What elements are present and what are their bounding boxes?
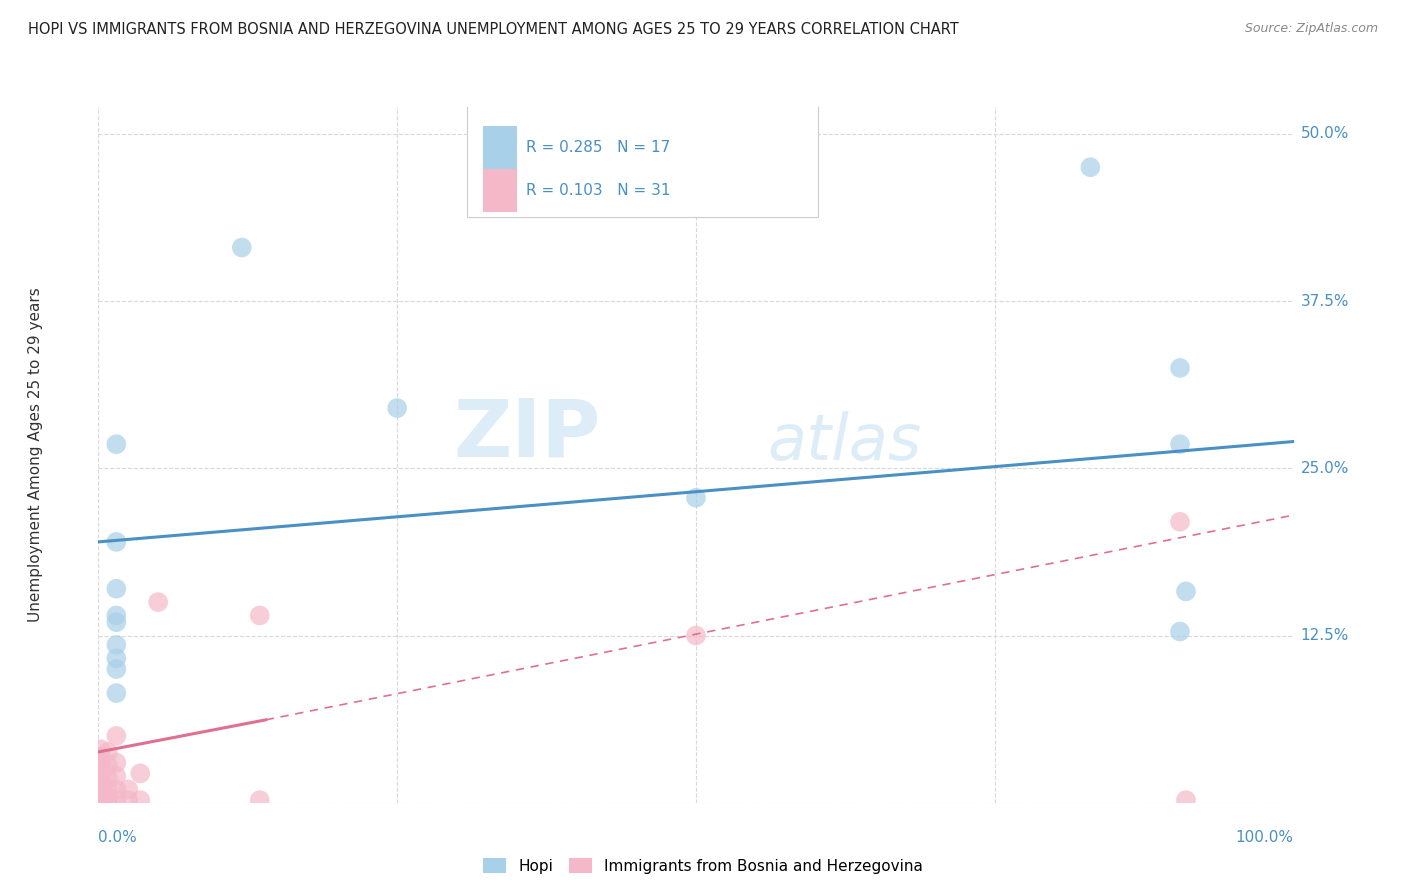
Point <box>90 782 112 797</box>
Point <box>1168 437 1191 451</box>
Point <box>1168 515 1191 529</box>
Point <box>90 790 112 805</box>
Text: 25.0%: 25.0% <box>1301 461 1348 475</box>
Point <box>249 793 271 807</box>
FancyBboxPatch shape <box>467 104 818 217</box>
Text: 50.0%: 50.0% <box>1301 127 1348 141</box>
Text: R = 0.285   N = 17: R = 0.285 N = 17 <box>526 140 671 155</box>
Point <box>148 595 170 609</box>
Point <box>105 535 128 549</box>
Point <box>105 769 128 783</box>
Point <box>105 638 128 652</box>
Point <box>1168 361 1191 376</box>
Text: ZIP: ZIP <box>453 396 600 474</box>
Point <box>105 782 128 797</box>
Point <box>90 788 112 802</box>
Point <box>90 758 112 772</box>
Point <box>97 745 120 759</box>
Text: atlas: atlas <box>768 410 922 473</box>
Point <box>1175 584 1198 599</box>
Text: R = 0.103   N = 31: R = 0.103 N = 31 <box>526 183 671 198</box>
Point <box>90 777 112 791</box>
Point <box>105 686 128 700</box>
Point <box>105 651 128 665</box>
Text: HOPI VS IMMIGRANTS FROM BOSNIA AND HERZEGOVINA UNEMPLOYMENT AMONG AGES 25 TO 29 : HOPI VS IMMIGRANTS FROM BOSNIA AND HERZE… <box>28 22 959 37</box>
Point <box>117 782 139 797</box>
Point <box>97 782 120 797</box>
Point <box>685 628 707 642</box>
Point <box>105 793 128 807</box>
Point <box>90 772 112 786</box>
Bar <box>484 169 517 212</box>
Text: 12.5%: 12.5% <box>1301 628 1348 643</box>
Bar <box>484 127 517 169</box>
Point <box>105 756 128 770</box>
Legend: Hopi, Immigrants from Bosnia and Herzegovina: Hopi, Immigrants from Bosnia and Herzego… <box>477 852 929 880</box>
Text: 100.0%: 100.0% <box>1236 830 1294 845</box>
Point <box>97 772 120 786</box>
Point <box>1080 161 1102 175</box>
Point <box>105 608 128 623</box>
Point <box>105 662 128 676</box>
Point <box>90 766 112 780</box>
Point <box>90 742 112 756</box>
Point <box>105 615 128 630</box>
Point <box>385 401 409 416</box>
Point <box>249 608 271 623</box>
Text: Unemployment Among Ages 25 to 29 years: Unemployment Among Ages 25 to 29 years <box>28 287 42 623</box>
Point <box>1168 624 1191 639</box>
Point <box>105 437 128 451</box>
Point <box>105 582 128 596</box>
Point <box>97 793 120 807</box>
Point <box>231 241 253 255</box>
Point <box>1175 793 1198 807</box>
Text: 0.0%: 0.0% <box>98 830 138 845</box>
Point <box>685 491 707 505</box>
Point <box>97 790 120 805</box>
Text: 37.5%: 37.5% <box>1301 293 1348 309</box>
Point <box>129 793 152 807</box>
Point <box>117 793 139 807</box>
Point <box>97 758 120 772</box>
Text: Source: ZipAtlas.com: Source: ZipAtlas.com <box>1244 22 1378 36</box>
Point <box>90 793 112 807</box>
Point <box>129 766 152 780</box>
Point <box>90 750 112 764</box>
Point <box>105 729 128 743</box>
